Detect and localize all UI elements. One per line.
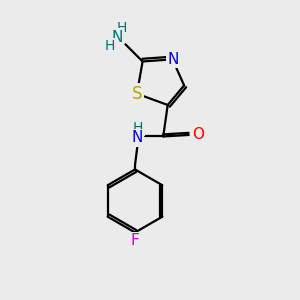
Text: H: H — [133, 121, 143, 135]
Text: O: O — [192, 128, 204, 142]
Text: H: H — [104, 40, 115, 53]
Text: N: N — [167, 52, 179, 67]
Text: N: N — [131, 130, 143, 146]
Text: N: N — [111, 30, 123, 45]
Text: F: F — [130, 233, 140, 248]
Text: H: H — [116, 21, 127, 34]
Text: S: S — [132, 85, 142, 103]
